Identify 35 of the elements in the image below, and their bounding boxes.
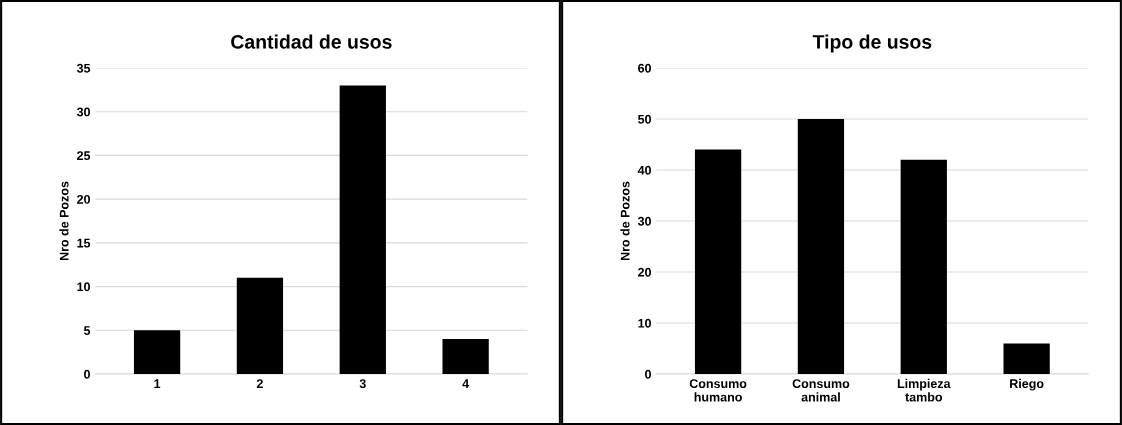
y-tick-label: 10 <box>77 282 90 292</box>
y-tick-label: 30 <box>637 216 651 226</box>
x-tick-label: 3 <box>359 379 366 389</box>
x-tick-label: Consumo animal <box>792 379 850 402</box>
y-tick-label: 30 <box>76 107 90 117</box>
y-tick-label: 35 <box>76 63 91 73</box>
y-axis-title: Nro de Pozos <box>59 181 69 261</box>
y-tick-label: 15 <box>77 238 91 248</box>
y-tick-label: 40 <box>637 165 651 175</box>
bar <box>236 277 284 374</box>
x-tick-label: Riego <box>1010 378 1044 391</box>
bar <box>900 159 947 374</box>
y-tick-label: 20 <box>77 194 90 204</box>
bar <box>1003 343 1050 374</box>
y-tick-label: 50 <box>637 114 651 124</box>
bar <box>694 149 742 374</box>
bar <box>133 330 181 374</box>
y-tick-label: 5 <box>83 326 91 335</box>
x-tick-label: Limpieza tambo <box>897 378 951 402</box>
y-tick-label: 10 <box>638 318 651 328</box>
y-tick-label: 60 <box>638 63 651 73</box>
x-tick-label: 4 <box>462 379 470 388</box>
y-axis-title: Nro de Pozos <box>620 181 630 261</box>
chart-title: Tipo de usos <box>812 34 932 53</box>
x-tick-label: Consumo humano <box>689 379 747 402</box>
y-tick-label: 20 <box>638 267 651 277</box>
bar <box>339 85 386 374</box>
y-tick-label: 0 <box>645 369 651 379</box>
x-tick-label: 1 <box>154 379 161 388</box>
bar <box>797 119 845 374</box>
x-tick-label: 2 <box>256 379 263 388</box>
chart-title: Cantidad de usos <box>231 34 392 49</box>
y-tick-label: 0 <box>84 369 90 379</box>
y-tick-label: 25 <box>77 151 91 161</box>
bar <box>442 339 489 374</box>
